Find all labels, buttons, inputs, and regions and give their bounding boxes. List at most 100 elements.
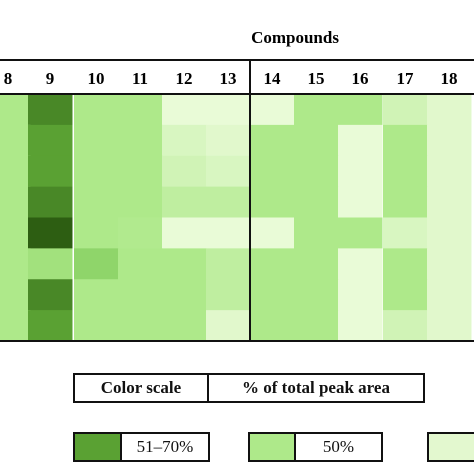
- heatmap-cell: [0, 310, 31, 342]
- heatmap-cell: [74, 310, 119, 342]
- heatmap-cell: [294, 248, 339, 280]
- heatmap-cell: [338, 155, 383, 188]
- heatmap-cell: [250, 279, 295, 311]
- legend-swatch-51-70: [75, 434, 120, 460]
- legend-header: Color scale % of total peak area: [73, 373, 425, 403]
- heatmap-cell: [28, 310, 73, 342]
- legend-header-percent: % of total peak area: [242, 378, 390, 397]
- column-label: 9: [46, 69, 55, 88]
- heatmap-cell: [28, 94, 73, 126]
- legend-item-low: [427, 432, 474, 462]
- heatmap-cell: [206, 186, 251, 218]
- heatmap-cell: [0, 124, 31, 157]
- heatmap-cell: [28, 279, 73, 311]
- heatmap-cell: [338, 310, 383, 342]
- heatmap-cell: [118, 155, 163, 188]
- heatmap-cell: [383, 94, 428, 126]
- heatmap-cell: [162, 279, 207, 311]
- heatmap-cell: [162, 124, 207, 157]
- heatmap-cell: [338, 248, 383, 280]
- heatmap-cell: [250, 310, 295, 342]
- heatmap-cell: [206, 279, 251, 311]
- heatmap-cell: [162, 310, 207, 342]
- heatmap-cell: [427, 310, 472, 342]
- heatmap-cell: [427, 248, 472, 280]
- column-label: 18: [441, 69, 458, 88]
- heatmap-cell: [0, 186, 31, 218]
- heatmap-cell: [206, 217, 251, 249]
- column-label: 11: [132, 69, 148, 88]
- heatmap-cell: [294, 186, 339, 218]
- column-label: 15: [308, 69, 325, 88]
- heatmap-cell: [118, 248, 163, 280]
- column-label: 17: [397, 69, 415, 88]
- heatmap-cell: [250, 124, 295, 157]
- heatmap-cell: [250, 186, 295, 218]
- heatmap-cell: [294, 124, 339, 157]
- heatmap-cell: [427, 186, 472, 218]
- heatmap-cell: [427, 217, 472, 249]
- heatmap-cell: [28, 155, 73, 188]
- heatmap-cell: [206, 124, 251, 157]
- heatmap-cell: [74, 279, 119, 311]
- heatmap-cell: [294, 279, 339, 311]
- heatmap-cell: [338, 279, 383, 311]
- chart-title: Compounds: [251, 28, 339, 47]
- heatmap-cell: [0, 155, 31, 188]
- heatmap-cell: [74, 94, 119, 126]
- heatmap-cell: [383, 248, 428, 280]
- heatmap-cell: [383, 310, 428, 342]
- legend-item-51-70: 51–70%: [73, 432, 210, 462]
- heatmap-cell: [118, 310, 163, 342]
- heatmap-cell: [338, 186, 383, 218]
- heatmap-cell: [162, 248, 207, 280]
- heatmap-cell: [294, 217, 339, 249]
- heatmap-cell: [250, 155, 295, 188]
- heatmap-cell: [74, 186, 119, 218]
- heatmap-cell: [427, 94, 472, 126]
- heatmap-cell: [427, 124, 472, 157]
- heatmap-cell: [28, 248, 73, 280]
- heatmap-cell: [206, 310, 251, 342]
- heatmap-cell: [338, 94, 383, 126]
- heatmap-cell: [162, 155, 207, 188]
- heatmap-cell: [118, 94, 163, 126]
- heatmap-cell: [250, 248, 295, 280]
- heatmap-cell: [0, 217, 31, 249]
- heatmap-cell: [250, 94, 295, 126]
- heatmap-cell: [162, 217, 207, 249]
- legend-label-51-70: 51–70%: [120, 434, 208, 460]
- heatmap-cell: [74, 248, 119, 280]
- heatmap-cell: [118, 186, 163, 218]
- heatmap-cell: [250, 217, 295, 249]
- heatmap-cell: [383, 186, 428, 218]
- heatmap-cell: [74, 155, 119, 188]
- heatmap-cell: [118, 279, 163, 311]
- legend-label-50: 50%: [294, 434, 381, 460]
- heatmap-cell: [206, 248, 251, 280]
- heatmap-cell: [162, 186, 207, 218]
- heatmap-cell: [294, 155, 339, 188]
- heatmap-cell: [427, 279, 472, 311]
- heatmap-cell: [206, 155, 251, 188]
- heatmap-cell: [427, 155, 472, 188]
- heatmap-cell: [338, 124, 383, 157]
- heatmap-cell: [118, 124, 163, 157]
- legend-swatch-low: [429, 434, 474, 460]
- heatmap-cell: [0, 279, 31, 311]
- column-label: 12: [176, 69, 193, 88]
- heatmap-cell: [294, 310, 339, 342]
- heatmap-cell: [0, 94, 31, 126]
- heatmap-cell: [0, 248, 31, 280]
- heatmap-cell: [74, 124, 119, 157]
- column-label: 14: [264, 69, 282, 88]
- heatmap-cell: [383, 217, 428, 249]
- heatmap-cell: [28, 217, 73, 249]
- heatmap-cell: [383, 124, 428, 157]
- legend-swatch-50: [250, 434, 294, 460]
- column-label: 10: [88, 69, 105, 88]
- heatmap-cell: [383, 155, 428, 188]
- heatmap-cell: [28, 124, 73, 157]
- legend-header-color-scale: Color scale: [75, 375, 209, 401]
- heatmap-cell: [206, 94, 251, 126]
